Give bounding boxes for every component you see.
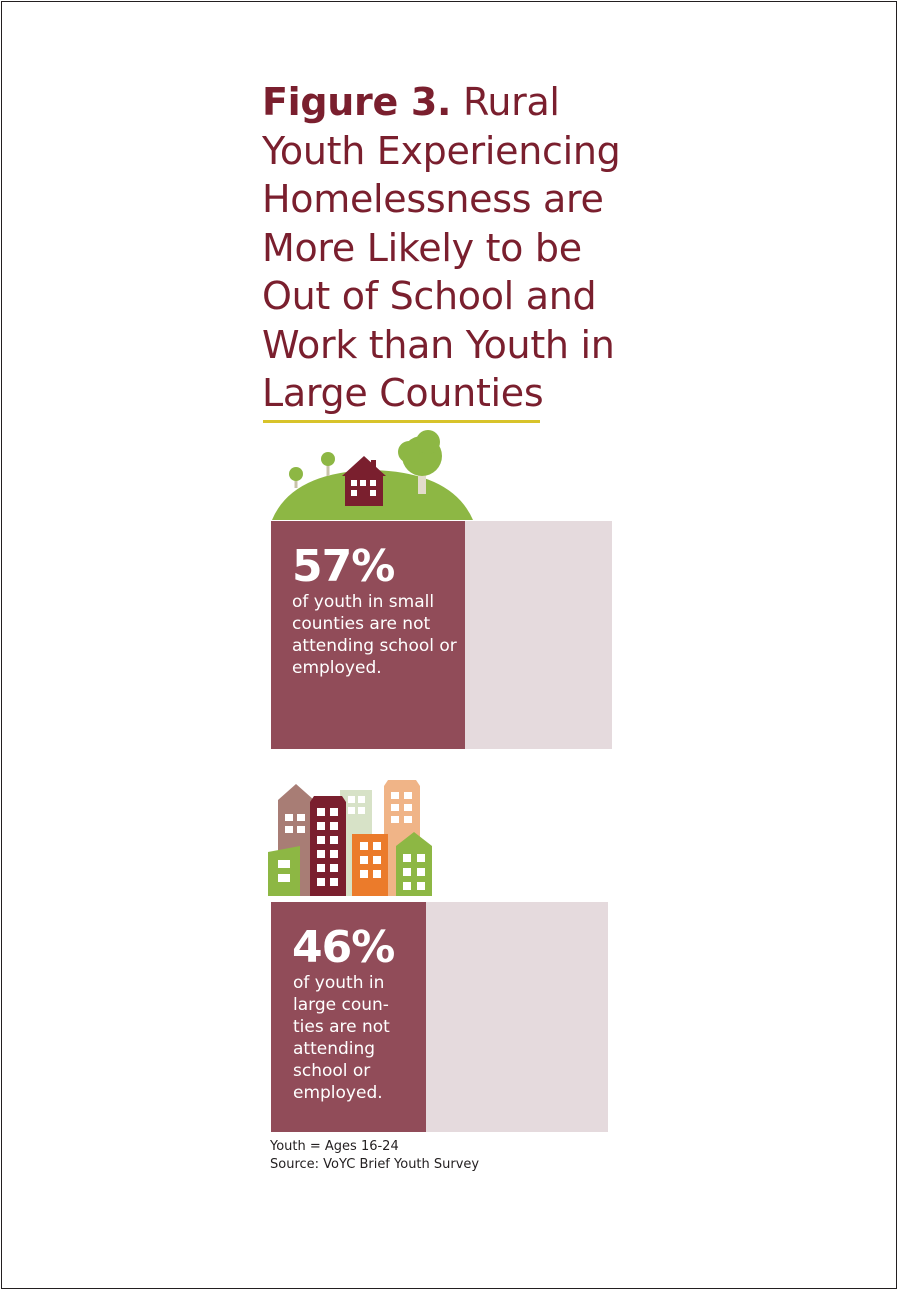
- bar-description: of youth in small counties are not atten…: [292, 592, 457, 678]
- bar: [271, 902, 427, 1132]
- bar: [271, 521, 466, 749]
- city-buildings-icon: [268, 780, 432, 896]
- figure-title: Figure 3. Rural Youth Experiencing Homel…: [262, 78, 642, 418]
- value-label: 46%: [292, 922, 395, 973]
- title-underline: [263, 420, 540, 423]
- footnote-source: Source: VoYC Brief Youth Survey: [270, 1157, 480, 1172]
- figure-label: Figure 3.: [262, 80, 452, 124]
- bar-track: 46% of youth in large coun- ties are not…: [271, 902, 608, 1132]
- value-label: 57%: [292, 541, 395, 592]
- rural-house-hill-icon: [272, 430, 473, 520]
- figure-title-text: Rural Youth Experiencing Homelessness ar…: [262, 80, 621, 415]
- footnote-definition: Youth = Ages 16-24: [270, 1139, 399, 1154]
- bar-description: of youth in large coun- ties are not att…: [293, 973, 390, 1103]
- bar-track: 57% of youth in small counties are not a…: [271, 521, 612, 749]
